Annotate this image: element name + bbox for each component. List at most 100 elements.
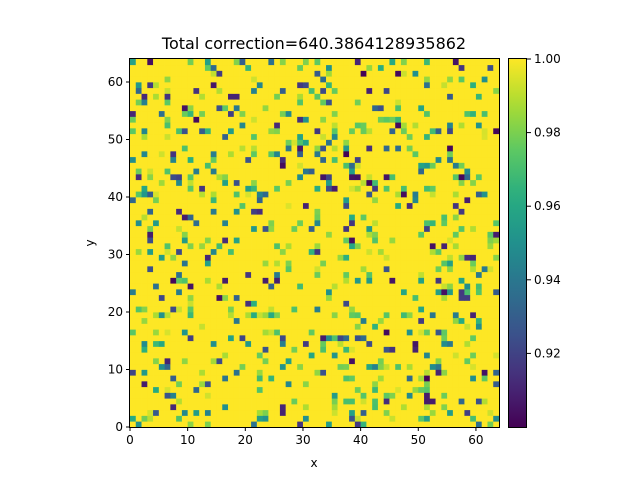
heatmap-cell [481,87,488,94]
heatmap-cell [130,202,137,209]
heatmap-cell [447,197,454,204]
heatmap-cell [222,386,229,393]
heatmap-cell [228,225,235,232]
heatmap-cell [153,110,160,117]
heatmap-cell [475,168,483,175]
heatmap-cell [377,197,385,204]
heatmap-cell [147,358,154,365]
heatmap-cell [199,191,206,198]
heatmap-cell [429,197,436,204]
heatmap-cell [418,99,425,106]
heatmap-cell [291,352,298,359]
heatmap-cell [412,214,419,221]
heatmap-cell [475,82,483,89]
heatmap-cell [447,99,454,106]
heatmap-cell [308,243,315,250]
heatmap-cell [441,179,448,186]
heatmap-cell [170,225,177,232]
heatmap-cell [475,248,483,255]
heatmap-cell [228,76,235,83]
heatmap-cell [233,220,240,227]
heatmap-cell [228,116,235,123]
heatmap-cell [222,220,229,227]
heatmap-cell [153,191,160,198]
heatmap-cell [400,133,408,140]
heatmap-cell [216,220,223,227]
heatmap-cell [406,352,413,359]
heatmap-cell [424,122,431,129]
heatmap-cell [245,191,252,198]
heatmap-cell [204,277,212,284]
heatmap-cell [233,266,240,273]
heatmap-cell [291,386,298,393]
heatmap-cell [441,381,448,388]
heatmap-cell [360,174,367,181]
heatmap-cell [233,208,240,215]
heatmap-cell [406,202,413,209]
heatmap-cell [170,220,177,227]
heatmap-cell [239,70,246,77]
heatmap-cell [320,70,327,77]
heatmap-cell [435,283,442,290]
heatmap-cell [141,248,148,255]
heatmap-cell [141,415,148,422]
heatmap-cell [279,237,287,244]
heatmap-cell [383,335,390,342]
heatmap-cell [193,82,200,89]
heatmap-cell [302,110,310,117]
heatmap-cell [297,156,304,163]
heatmap-cell [320,231,327,238]
heatmap-cell [233,110,240,117]
heatmap-cell [130,237,137,244]
heatmap-cell [181,381,189,388]
heatmap-cell [158,346,165,353]
heatmap-cell [251,139,258,146]
heatmap-cell [366,294,373,301]
heatmap-cell [326,358,333,365]
heatmap-cell [441,110,448,117]
heatmap-cell [274,162,281,169]
heatmap-cell [233,243,240,250]
heatmap-cell [302,306,310,313]
heatmap-cell [291,317,298,324]
heatmap-cell [412,335,419,342]
heatmap-cell [418,317,425,324]
heatmap-cell [458,174,465,181]
heatmap-cell [164,358,171,365]
heatmap-cell [400,214,408,221]
heatmap-cell [349,243,356,250]
heatmap-cell [354,179,361,186]
heatmap-cell [130,340,137,347]
heatmap-cell [349,128,356,135]
heatmap-cell [216,237,223,244]
heatmap-cell [176,116,183,123]
heatmap-cell [418,271,425,278]
heatmap-cell [181,340,189,347]
heatmap-cell [308,335,315,342]
heatmap-cell [199,329,206,336]
heatmap-cell [475,323,483,330]
heatmap-cell [153,225,160,232]
heatmap-cell [389,415,396,422]
heatmap-cell [216,87,223,94]
heatmap-cell [475,415,483,422]
heatmap-cell [481,404,488,411]
heatmap-cell [360,317,367,324]
heatmap-cell [487,329,494,336]
heatmap-cell [285,300,292,307]
heatmap-cell [429,99,436,106]
heatmap-cell [291,266,298,273]
heatmap-cell [135,99,142,106]
heatmap-cell [354,174,361,181]
heatmap-cell [308,237,315,244]
heatmap-cell [314,93,321,100]
heatmap-cell [424,225,431,232]
heatmap-cell [337,381,344,388]
heatmap-cell [291,248,298,255]
heatmap-cell [395,352,402,359]
heatmap-cell [493,306,500,313]
heatmap-cell [354,254,361,261]
heatmap-cell [245,398,252,405]
heatmap-cell [343,421,350,428]
heatmap-cell [418,254,425,261]
